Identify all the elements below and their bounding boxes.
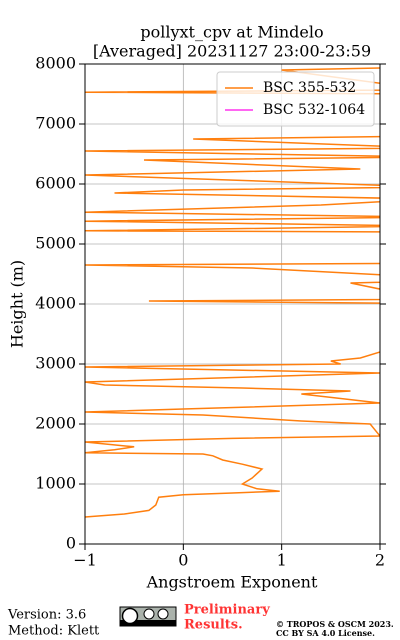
preliminary-note: Results. [184,618,243,633]
legend-label: BSC 355-532 [263,80,356,96]
cc-icon [119,606,177,627]
license: © TROPOS & OSCM 2023. [276,619,394,629]
x-tick-label: 1 [277,551,287,570]
y-tick-label: 5000 [35,234,76,253]
license: CC BY SA 4.0 License. [276,628,375,638]
x-tick-label: −1 [73,551,97,570]
x-tick-label: 0 [178,551,188,570]
plot-frame [84,63,381,545]
chart-subtitle: [Averaged] 20231127 23:00-23:59 [93,42,371,61]
y-tick-label: 1000 [35,474,76,493]
chart-title: pollyxt_cpv at Mindelo [140,23,323,42]
y-tick-label: 4000 [35,294,76,313]
x-tick-label: 2 [375,551,385,570]
version: Version: 3.6 [7,608,86,623]
preliminary-note: Preliminary [184,603,270,618]
y-tick-label: 0 [66,534,76,553]
y-axis-label: Height (m) [8,260,27,348]
legend-label: BSC 532-1064 [263,102,365,118]
x-axis-label: Angstroem Exponent [146,573,318,592]
y-tick-label: 2000 [35,414,76,433]
y-tick-label: 8000 [35,54,76,73]
plot-area [85,67,380,518]
y-tick-label: 6000 [35,174,76,193]
method: Method: Klett [8,624,100,639]
y-tick-label: 7000 [35,114,76,133]
legend-box [216,71,375,127]
y-tick-label: 3000 [35,354,76,373]
profile-line [85,67,380,518]
